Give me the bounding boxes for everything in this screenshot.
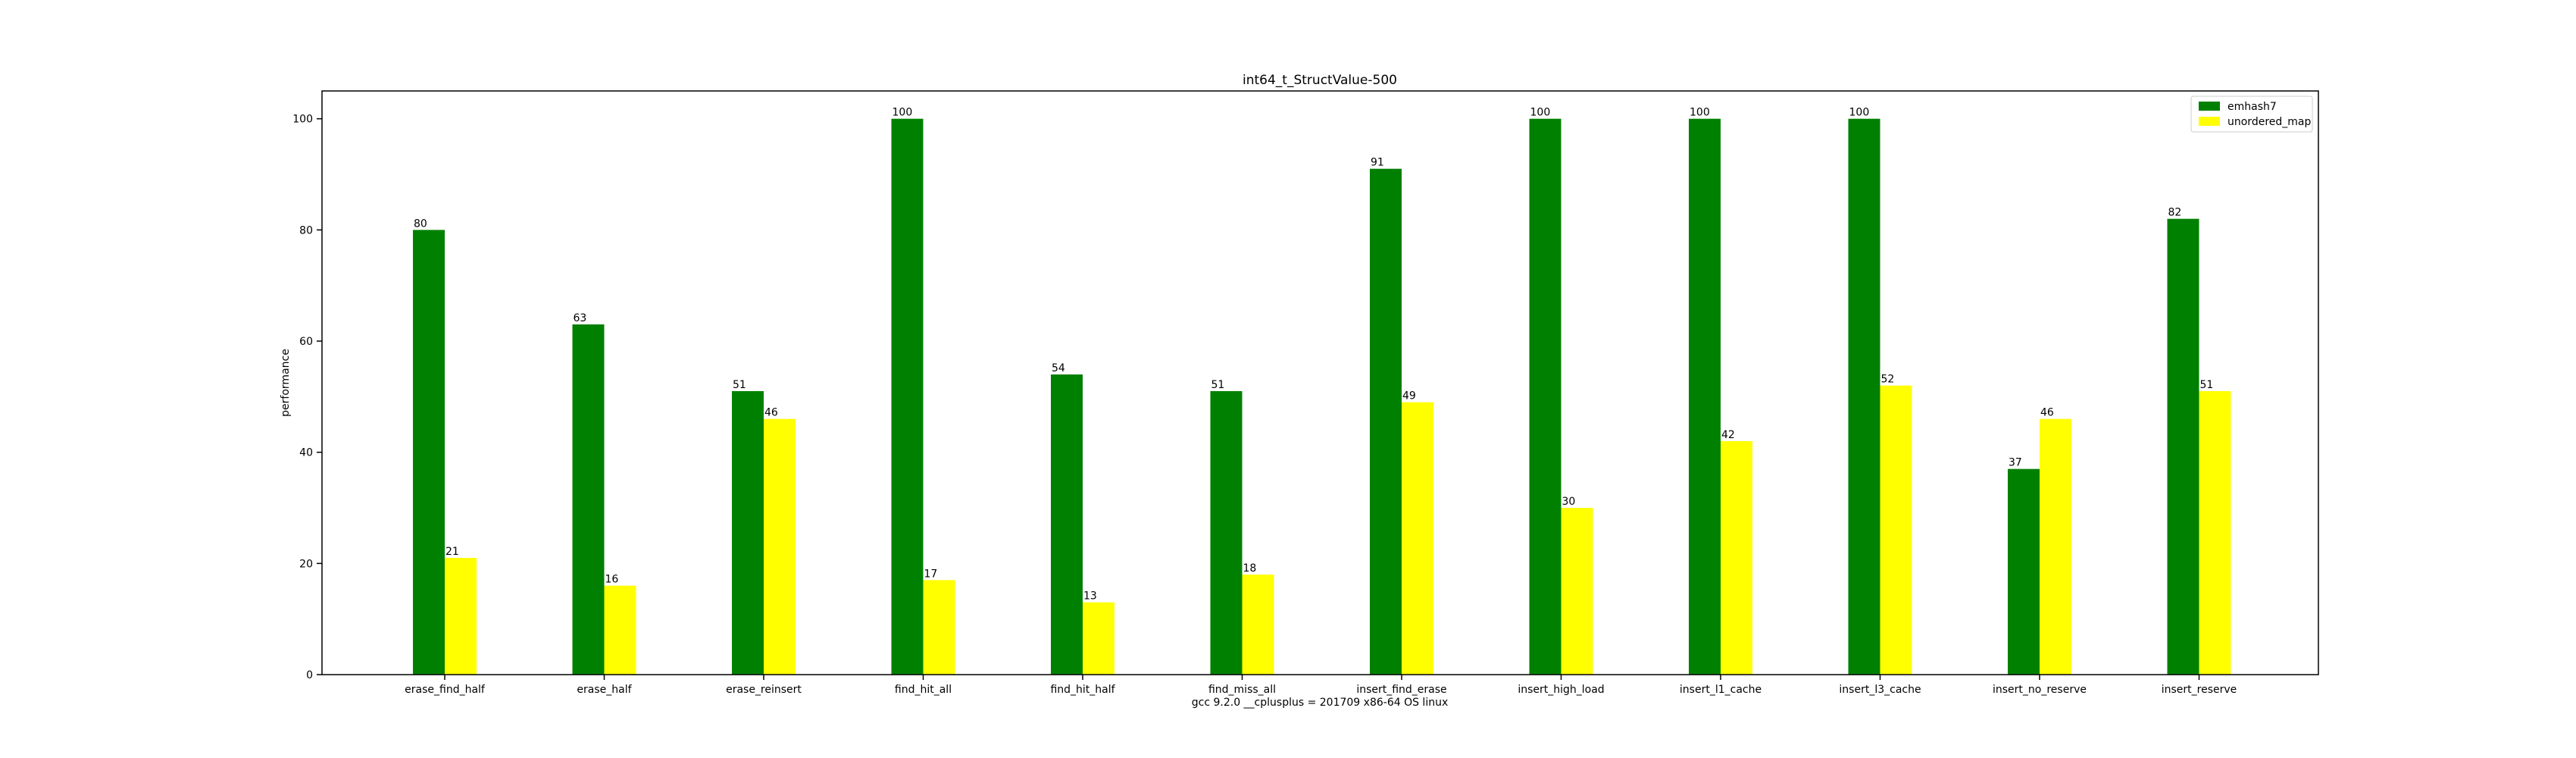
- bar-emhash7-insert-l1-cache: [1689, 118, 1721, 675]
- bar-emhash7-insert-reserve: [2167, 218, 2199, 675]
- y-axis-label: performance: [280, 349, 292, 417]
- bar-unordered-map-erase-reinsert: [764, 418, 796, 675]
- data-label-emhash7-find-hit-half: 54: [1052, 362, 1065, 374]
- chart-title: int64_t_StructValue-500: [1243, 73, 1397, 88]
- bar-emhash7-find-hit-all: [891, 118, 924, 675]
- legend-box: [2190, 96, 2313, 133]
- data-label-unordered-map-find-miss-all: 18: [1243, 562, 1257, 575]
- bar-emhash7-find-miss-all: [1210, 391, 1243, 675]
- x-tick-label-erase-half: erase_half: [577, 684, 632, 696]
- bar-emhash7-insert-find-erase: [1370, 168, 1402, 675]
- bar-unordered-map-insert-l3-cache: [1880, 385, 1912, 675]
- x-tick-label-insert-reserve: insert_reserve: [2162, 684, 2237, 696]
- bar-unordered-map-insert-reserve: [2199, 391, 2231, 675]
- data-label-emhash7-insert-l3-cache: 100: [1849, 107, 1870, 119]
- x-tick-label-erase-find-half: erase_find_half: [405, 684, 486, 696]
- y-tick-label: 60: [299, 336, 313, 348]
- x-tick-label-insert-find-erase: insert_find_erase: [1356, 684, 1446, 696]
- x-axis: erase_find_half erase_half erase_reinsert f…: [405, 675, 2237, 696]
- data-label-unordered-map-insert-high-load: 30: [1562, 496, 1576, 508]
- bar-unordered-map-find-hit-all: [923, 580, 955, 675]
- legend-label-emhash7: emhash7: [2227, 101, 2277, 113]
- data-label-emhash7-find-hit-all: 100: [893, 107, 913, 119]
- legend: emhash7 unordered_map: [2190, 96, 2313, 133]
- data-label-unordered-map-erase-find-half: 21: [445, 546, 459, 558]
- y-axis: 0 20 40 60 80 100: [292, 114, 322, 681]
- x-tick-label-insert-l3-cache: insert_l3_cache: [1839, 684, 1921, 696]
- data-label-unordered-map-insert-l1-cache: 42: [1721, 429, 1735, 441]
- plot-frame: [321, 90, 2319, 675]
- data-label-unordered-map-insert-no-reserve: 46: [2040, 407, 2054, 419]
- bar-emhash7-erase-find-half: [413, 230, 445, 675]
- x-axis-label: gcc 9.2.0 __cplusplus = 201709 x86-64 OS…: [1192, 697, 1449, 709]
- y-tick-label: 20: [299, 558, 313, 570]
- bar-unordered-map-erase-half: [604, 585, 636, 675]
- x-tick-label-erase-reinsert: erase_reinsert: [726, 684, 802, 696]
- data-label-emhash7-insert-no-reserve: 37: [2009, 457, 2022, 469]
- bar-unordered-map-find-miss-all: [1242, 575, 1274, 675]
- x-tick-label-insert-l1-cache: insert_l1_cache: [1680, 684, 1762, 696]
- bar-unordered-map-insert-high-load: [1561, 508, 1593, 675]
- data-label-emhash7-insert-find-erase: 91: [1371, 157, 1384, 169]
- x-tick-label-insert-no-reserve: insert_no_reserve: [1993, 684, 2087, 696]
- bar-unordered-map-erase-find-half: [445, 558, 477, 675]
- data-label-unordered-map-erase-reinsert: 46: [764, 407, 778, 419]
- y-tick-label: 100: [292, 114, 313, 126]
- data-label-unordered-map-erase-half: 16: [605, 574, 619, 586]
- data-label-emhash7-insert-l1-cache: 100: [1690, 107, 1710, 119]
- bars-group: [413, 118, 2231, 675]
- data-label-emhash7-insert-reserve: 82: [2168, 207, 2182, 219]
- x-tick-label-find-miss-all: find_miss_all: [1208, 684, 1276, 696]
- bar-unordered-map-insert-find-erase: [1402, 402, 1433, 675]
- data-label-unordered-map-insert-find-erase: 49: [1402, 390, 1416, 402]
- bar-emhash7-insert-l3-cache: [1848, 118, 1880, 675]
- data-label-emhash7-insert-high-load: 100: [1530, 107, 1551, 119]
- bar-unordered-map-insert-no-reserve: [2040, 418, 2071, 675]
- bar-emhash7-insert-no-reserve: [2008, 468, 2040, 675]
- bar-unordered-map-find-hit-half: [1083, 602, 1114, 675]
- bar-emhash7-erase-reinsert: [732, 391, 764, 675]
- data-label-unordered-map-insert-reserve: 51: [2200, 379, 2214, 391]
- legend-swatch-emhash7: [2199, 102, 2220, 111]
- y-tick-label: 80: [299, 224, 313, 236]
- x-tick-label-insert-high-load: insert_high_load: [1518, 684, 1604, 696]
- bar-unordered-map-insert-l1-cache: [1721, 441, 1752, 675]
- x-tick-label-find-hit-all: find_hit_all: [895, 684, 952, 696]
- data-label-emhash7-erase-find-half: 80: [414, 218, 427, 230]
- x-tick-label-find-hit-half: find_hit_half: [1050, 684, 1115, 696]
- data-label-emhash7-erase-half: 63: [574, 312, 587, 324]
- data-label-unordered-map-find-hit-half: 13: [1083, 590, 1097, 603]
- y-tick-label: 40: [299, 447, 313, 459]
- data-label-emhash7-find-miss-all: 51: [1211, 379, 1225, 391]
- bar-emhash7-insert-high-load: [1529, 118, 1562, 675]
- bar-emhash7-erase-half: [572, 324, 605, 675]
- bar-labels-group: 80 21 63 16 51 46 100 17 54 13 51 18 91 49 100 30 100 42 1…: [414, 107, 2213, 603]
- data-label-unordered-map-insert-l3-cache: 52: [1881, 374, 1895, 386]
- data-label-emhash7-erase-reinsert: 51: [733, 379, 746, 391]
- bar-emhash7-find-hit-half: [1051, 374, 1083, 675]
- data-label-unordered-map-find-hit-all: 17: [924, 568, 938, 580]
- legend-label-unordered-map: unordered_map: [2227, 116, 2311, 128]
- legend-swatch-unordered-map: [2199, 117, 2220, 126]
- y-tick-label: 0: [306, 669, 313, 681]
